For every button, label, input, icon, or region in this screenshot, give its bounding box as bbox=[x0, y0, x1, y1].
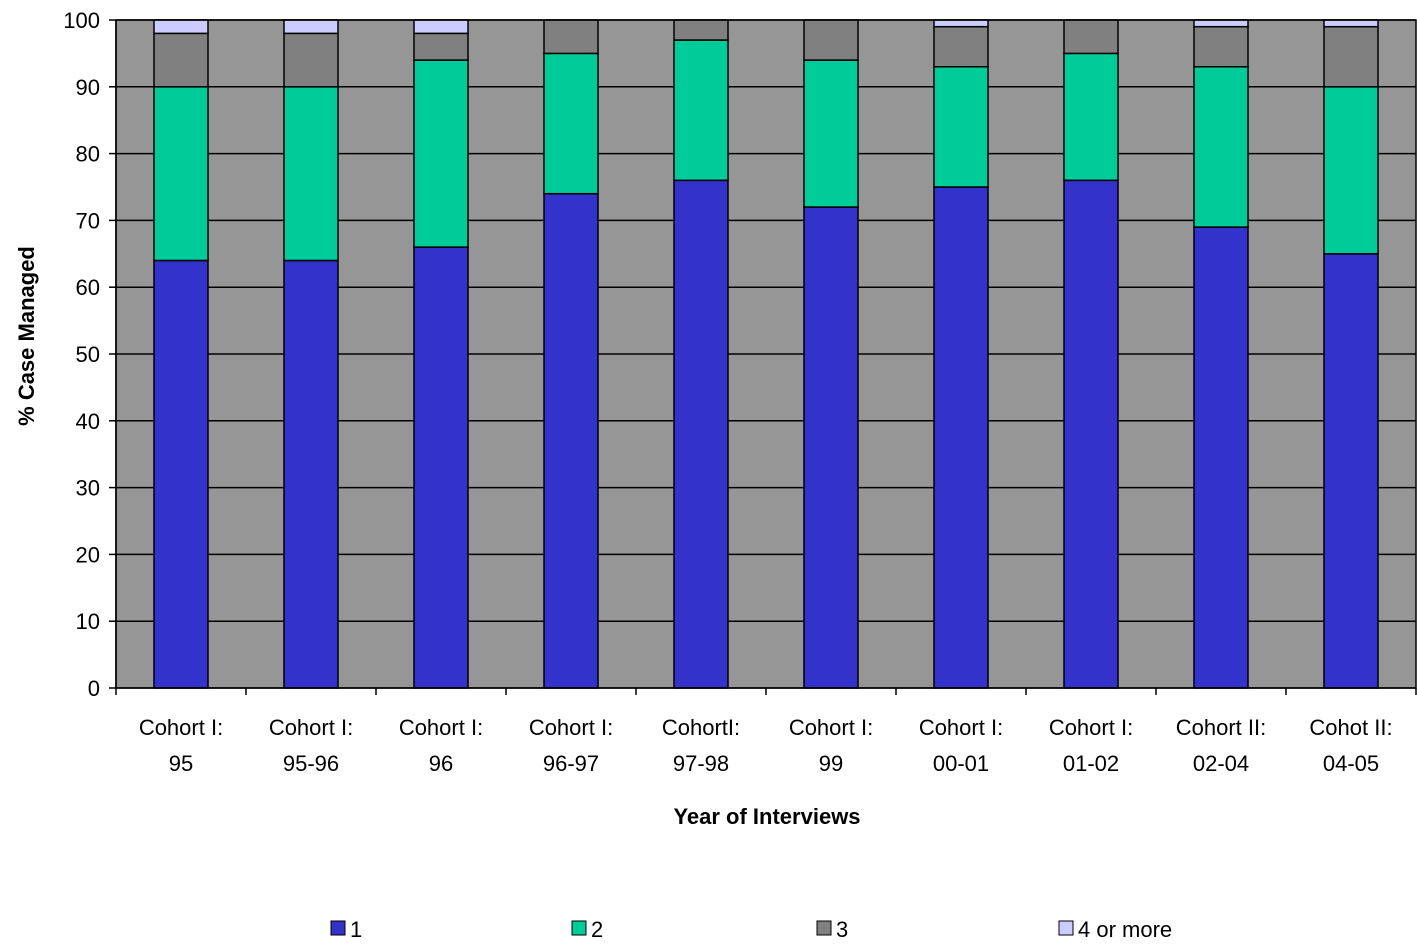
x-tick-label: 04-05 bbox=[1323, 751, 1379, 776]
bar-segment-series-4 bbox=[1193, 19, 1249, 28]
bar-segment-series-1 bbox=[673, 179, 729, 689]
bar-segment-series-4 bbox=[933, 19, 989, 28]
y-tick-label: 10 bbox=[76, 609, 100, 634]
bar-segment-series-4 bbox=[413, 19, 469, 35]
bar-segment-series-3 bbox=[1323, 25, 1379, 88]
legend-swatch-series-3 bbox=[816, 920, 832, 936]
y-tick-label: 70 bbox=[76, 208, 100, 233]
bar-segment-series-2 bbox=[153, 86, 209, 262]
plot-area bbox=[115, 19, 1417, 689]
x-tick-label: 96 bbox=[429, 751, 453, 776]
x-tick-label: 97-98 bbox=[673, 751, 729, 776]
y-tick-label: 0 bbox=[88, 676, 100, 701]
bar-segment-series-3 bbox=[283, 32, 339, 88]
x-tick-label: Cohort I: bbox=[919, 715, 1003, 740]
bar-segment-series-2 bbox=[413, 59, 469, 248]
bar-segment-series-2 bbox=[543, 52, 599, 195]
x-tick-label: 95 bbox=[169, 751, 193, 776]
x-tick-label: Cohort I: bbox=[269, 715, 353, 740]
legend-swatch-series-4 bbox=[1058, 920, 1074, 936]
y-axis-title: % Case Managed bbox=[14, 246, 39, 426]
bar-segment-series-2 bbox=[933, 66, 989, 188]
y-tick-label: 80 bbox=[76, 142, 100, 167]
bar-segment-series-1 bbox=[153, 259, 209, 689]
legend-swatch-series-1 bbox=[330, 920, 346, 936]
x-axis-title: Year of Interviews bbox=[673, 804, 860, 829]
bar-segment-series-4 bbox=[1323, 19, 1379, 28]
x-axis-ticks: Cohort I: 95 Cohort I: 95-96 Cohort I: 96 Coho… bbox=[115, 687, 1417, 776]
x-tick-label: Cohort I: bbox=[139, 715, 223, 740]
legend-swatch-series-2 bbox=[571, 920, 587, 936]
bar-segment-series-3 bbox=[933, 25, 989, 68]
bar-segment-series-2 bbox=[673, 39, 729, 182]
bar-segment-series-3 bbox=[413, 32, 469, 61]
bar-segment-series-1 bbox=[413, 246, 469, 689]
bar-segment-series-2 bbox=[1323, 86, 1379, 255]
bar-segment-series-1 bbox=[1323, 253, 1379, 689]
x-tick-label: Cohot II: bbox=[1309, 715, 1392, 740]
x-tick-label: Cohort I: bbox=[399, 715, 483, 740]
y-tick-label: 50 bbox=[76, 342, 100, 367]
bar-segment-series-1 bbox=[933, 186, 989, 689]
y-axis-ticks: 0 10 20 30 40 50 60 70 80 90 100 bbox=[63, 8, 117, 701]
y-tick-label: 30 bbox=[76, 476, 100, 501]
x-tick-label: 95-96 bbox=[283, 751, 339, 776]
bar-segment-series-3 bbox=[803, 19, 859, 61]
bar-segment-series-2 bbox=[803, 59, 859, 208]
x-tick-label: 99 bbox=[819, 751, 843, 776]
bar-segment-series-2 bbox=[1063, 52, 1119, 182]
bar-segment-series-2 bbox=[1193, 66, 1249, 228]
legend: 1 2 3 4 or more bbox=[330, 917, 1172, 942]
y-tick-label: 20 bbox=[76, 542, 100, 567]
bar-segment-series-4 bbox=[153, 19, 209, 35]
x-tick-label: Cohort I: bbox=[789, 715, 873, 740]
legend-label-series-2: 2 bbox=[591, 917, 603, 942]
x-tick-label: 01-02 bbox=[1063, 751, 1119, 776]
y-tick-label: 40 bbox=[76, 409, 100, 434]
bar-segment-series-4 bbox=[283, 19, 339, 35]
x-tick-label: Cohort II: bbox=[1176, 715, 1266, 740]
y-tick-label: 100 bbox=[63, 8, 100, 33]
bar-segment-series-3 bbox=[673, 19, 729, 41]
legend-label-series-4: 4 or more bbox=[1078, 917, 1172, 942]
bar-segment-series-1 bbox=[1193, 226, 1249, 689]
legend-label-series-1: 1 bbox=[350, 917, 362, 942]
legend-label-series-3: 3 bbox=[836, 917, 848, 942]
bar-segment-series-3 bbox=[1193, 25, 1249, 68]
y-tick-label: 60 bbox=[76, 275, 100, 300]
bar-segment-series-3 bbox=[153, 32, 209, 88]
x-tick-label: 02-04 bbox=[1193, 751, 1249, 776]
bar-segment-series-1 bbox=[803, 206, 859, 689]
bar-segment-series-1 bbox=[283, 259, 339, 689]
x-tick-label: Cohort I: bbox=[1049, 715, 1133, 740]
x-tick-label: 96-97 bbox=[543, 751, 599, 776]
bar-segment-series-2 bbox=[283, 86, 339, 262]
bar-segment-series-1 bbox=[1063, 179, 1119, 689]
y-tick-label: 90 bbox=[76, 75, 100, 100]
bar-segment-series-3 bbox=[1063, 19, 1119, 55]
bar-segment-series-1 bbox=[543, 192, 599, 689]
x-tick-label: 00-01 bbox=[933, 751, 989, 776]
x-tick-label: Cohort I: bbox=[529, 715, 613, 740]
bar-segment-series-3 bbox=[543, 19, 599, 55]
x-tick-label: CohortI: bbox=[662, 715, 740, 740]
